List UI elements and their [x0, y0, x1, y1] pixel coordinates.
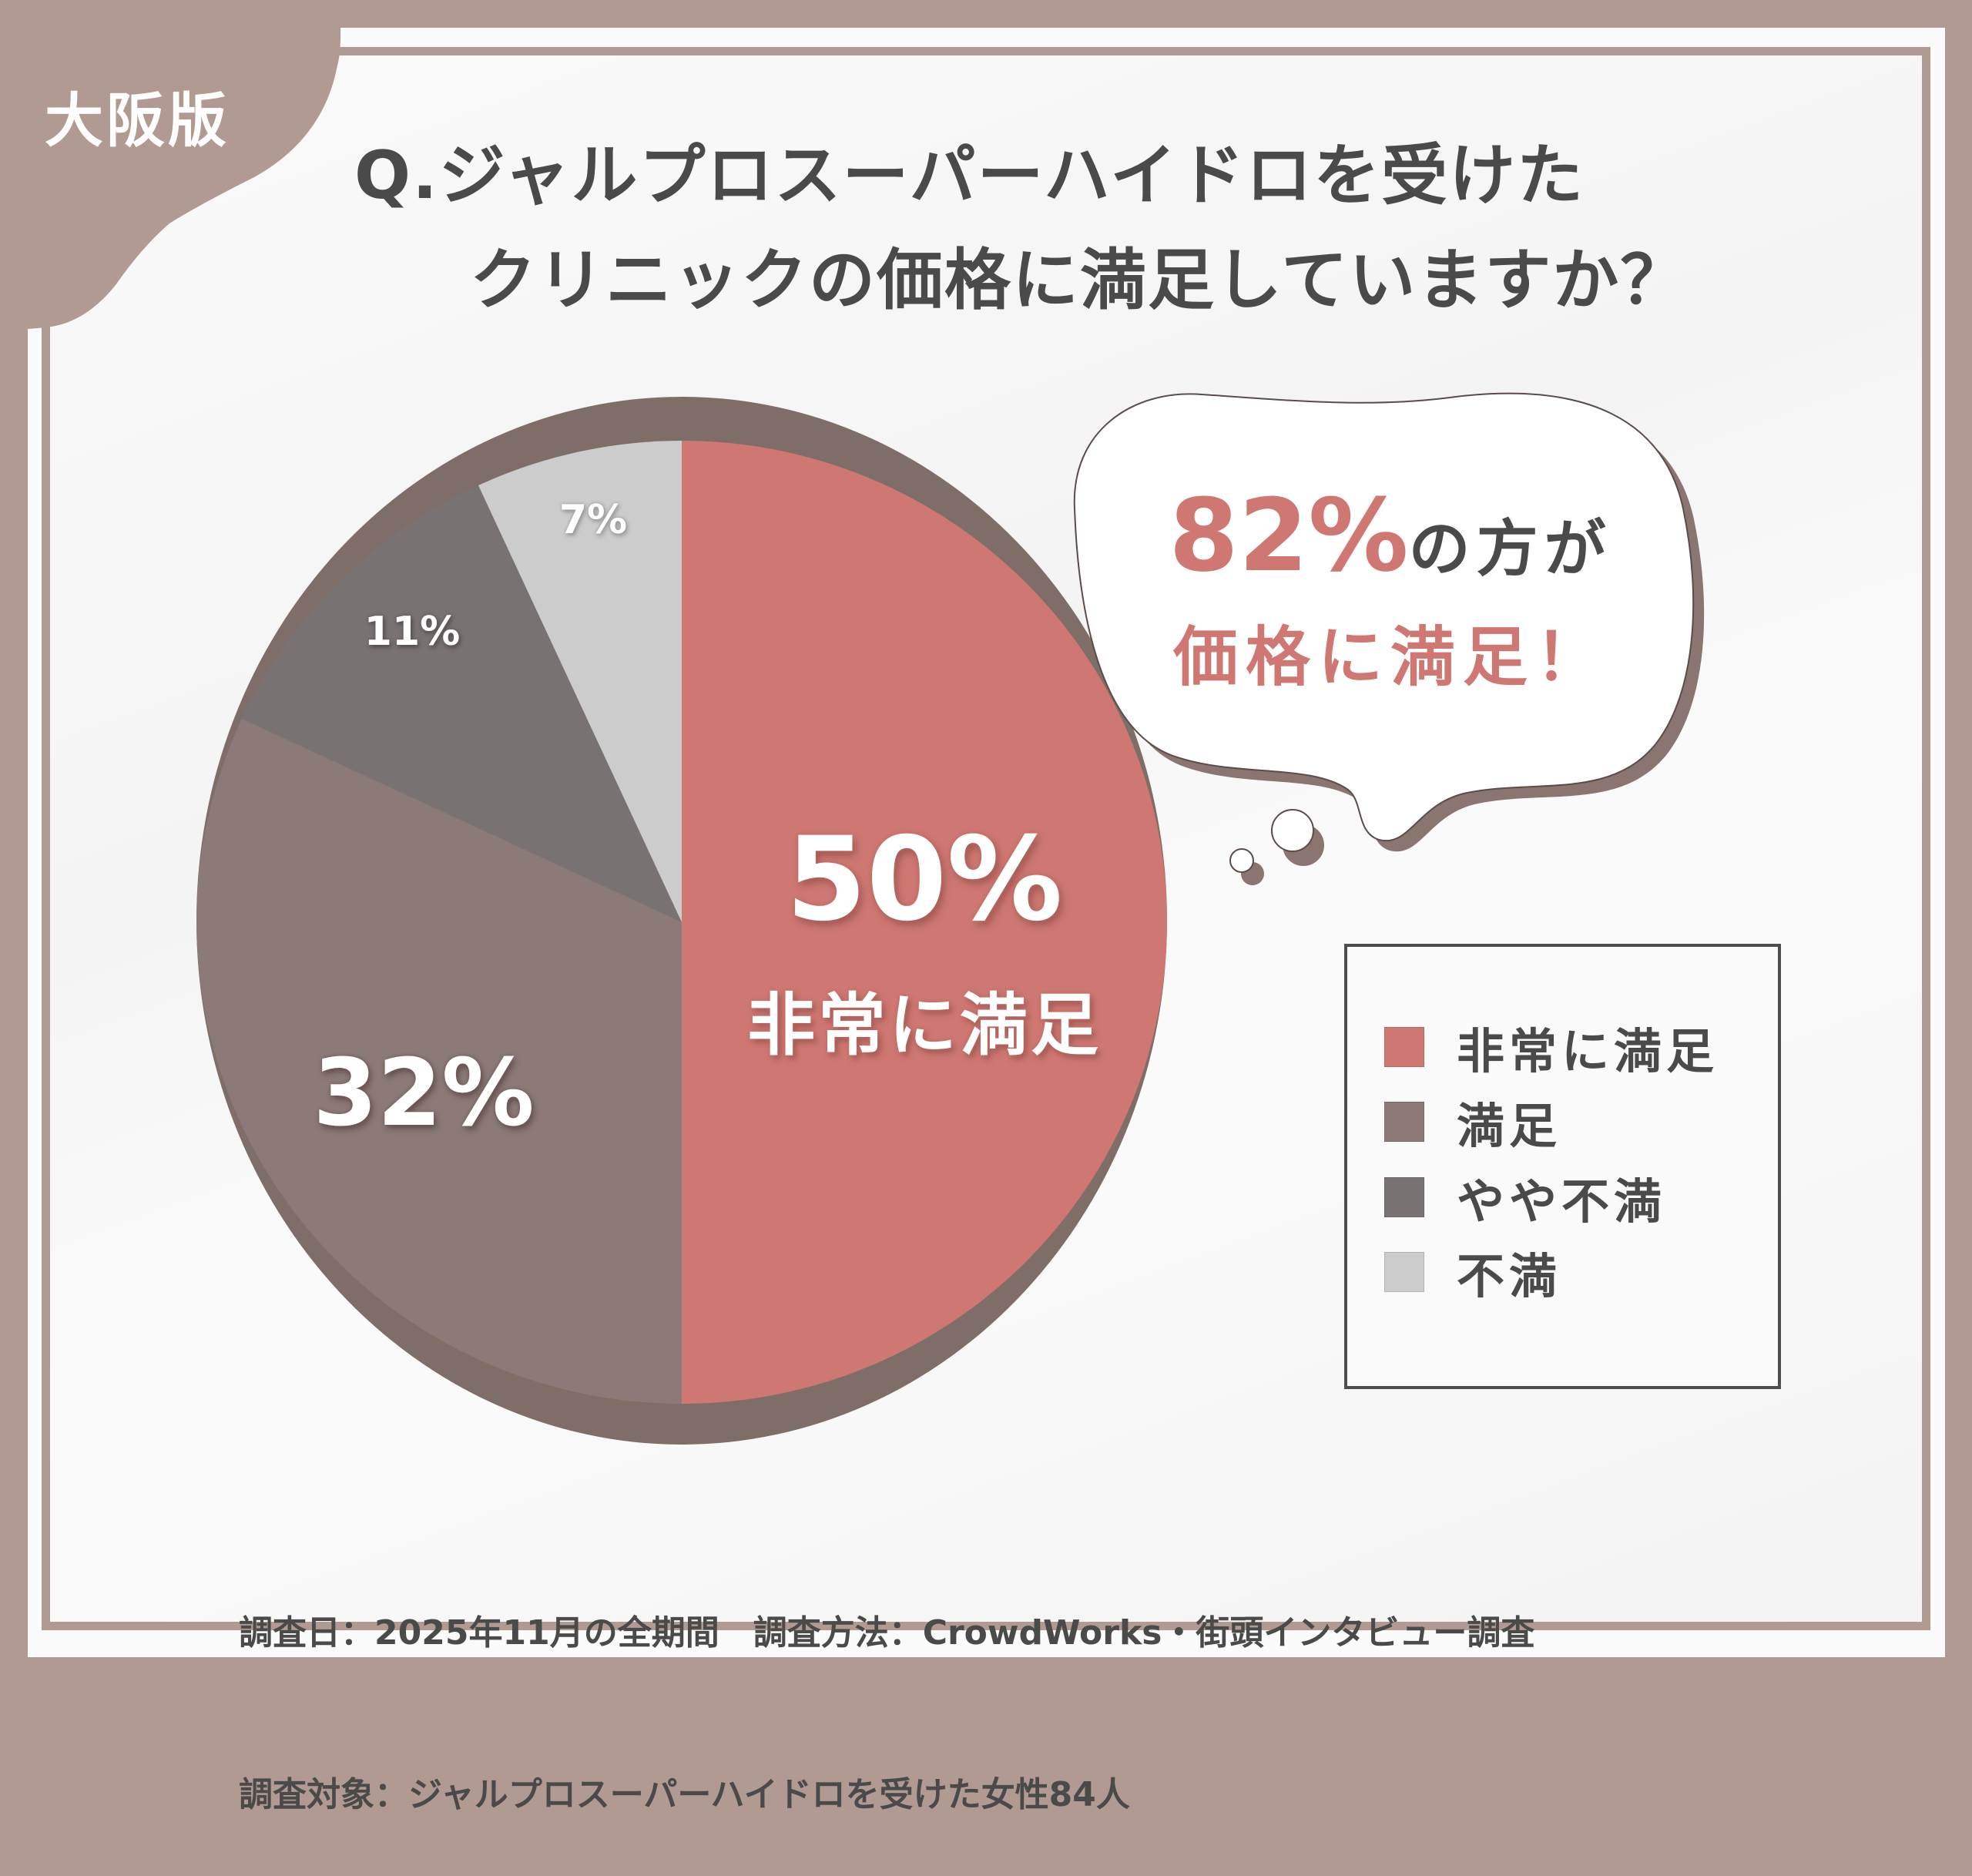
legend-item-satisfied: 満足: [1384, 1087, 1561, 1156]
legend-swatch-very-satisfied: [1384, 1027, 1424, 1067]
bubble-dot-large: [1271, 809, 1314, 852]
slice-somewhat-dissatisfied: [242, 485, 682, 922]
page-title: Q.ジャルプロスーパーハイドロを受けた クリニックの価格に満足していますか？: [354, 123, 1926, 333]
slice-label-satisfied-pct: 32%: [313, 1040, 535, 1147]
slice-label-very-satisfied-pct: 50%: [786, 813, 1063, 947]
legend-label: 非常に満足: [1457, 1023, 1719, 1079]
corner-decoration: [0, 0, 341, 331]
title-line-1: Q.ジャルプロスーパーハイドロを受けた: [354, 137, 1585, 214]
survey-target: 調査対象：ジャルプロスーパーハイドロを受けた女性84人: [239, 1775, 1130, 1814]
slice-label-dissatisfied-pct: 7%: [558, 497, 628, 543]
callout-row-2: 価格に満足！: [1172, 619, 1608, 695]
callout-suffix: の方が: [1408, 513, 1612, 585]
legend-swatch-satisfied: [1384, 1102, 1424, 1142]
slice-label-very-satisfied-name: 非常に満足: [746, 985, 1102, 1065]
slice-dissatisfied: [478, 441, 682, 922]
survey-date-method: 調査日：2025年11月の全期間 調査方法：CrowdWorks・街頭インタビュ…: [239, 1613, 1535, 1653]
callout-percent: 82%: [1169, 477, 1409, 594]
bubble-dot-small: [1229, 848, 1254, 873]
slice-label-somewhat-dissatisfied-pct: 11%: [364, 609, 461, 655]
thought-bubble: [1073, 392, 1705, 885]
legend-swatch-dissatisfied: [1384, 1252, 1424, 1292]
legend-item-very-satisfied: 非常に満足: [1384, 1012, 1719, 1082]
pie-chart: [196, 397, 1167, 1445]
bubble-body: [1073, 392, 1695, 842]
survey-footnote: 調査日：2025年11月の全期間 調査方法：CrowdWorks・街頭インタビュ…: [239, 1498, 1534, 1876]
legend-label: 満足: [1457, 1098, 1562, 1154]
legend-item-somewhat-dissatisfied: やや不満: [1384, 1163, 1666, 1232]
callout-row-1: 82%の方が: [1063, 478, 1718, 607]
title-line-2: クリニックの価格に満足していますか？: [470, 242, 1689, 319]
callout-text: 82%の方が 価格に満足！: [1063, 478, 1718, 707]
legend-item-dissatisfied: 不満: [1384, 1237, 1561, 1307]
region-badge: 大阪版: [45, 86, 230, 155]
legend-label: 不満: [1457, 1248, 1562, 1304]
legend-label: やや不満: [1457, 1173, 1667, 1230]
slice-very-satisfied: [682, 441, 1167, 1404]
legend-swatch-somewhat-dissatisfied: [1384, 1177, 1424, 1217]
slice-satisfied: [196, 719, 682, 1404]
chart-legend: 非常に満足 満足 やや不満 不満: [1344, 944, 1781, 1389]
